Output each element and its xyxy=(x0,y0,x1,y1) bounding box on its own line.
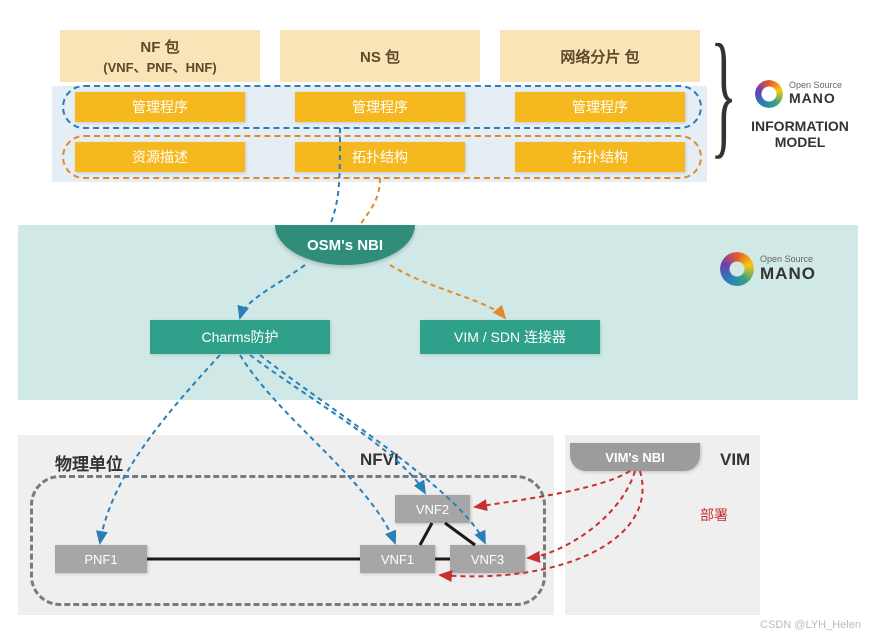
pkg-ns-title: NS 包 xyxy=(280,30,480,67)
brace-icon: } xyxy=(710,38,737,150)
vnf1-box: VNF1 xyxy=(360,545,435,573)
pnf1-box: PNF1 xyxy=(55,545,147,573)
vim-nbi-label: VIM's NBI xyxy=(605,450,664,465)
row2-dash-outline xyxy=(62,135,702,179)
watermark: CSDN @LYH_Helen xyxy=(760,619,861,631)
logo-mid: Open Source MANO xyxy=(720,252,816,286)
logo-top-mano: MANO xyxy=(789,91,842,106)
charms-label: Charms防护 xyxy=(201,327,278,347)
pkg-nf-sub: (VNF、PNF、HNF) xyxy=(60,57,260,76)
pnf1-label: PNF1 xyxy=(84,552,117,567)
osm-nbi-label: OSM's NBI xyxy=(307,237,383,254)
charms-box: Charms防护 xyxy=(150,320,330,354)
vnf3-box: VNF3 xyxy=(450,545,525,573)
logo-mid-text: Open Source MANO xyxy=(760,255,816,284)
info-model-text: INFORMATION MODEL xyxy=(751,118,849,150)
pkg-slice-title: 网络分片 包 xyxy=(500,30,700,67)
vim-label: VIM xyxy=(720,450,750,470)
info-model-label: INFORMATION MODEL xyxy=(740,118,860,150)
vnf1-label: VNF1 xyxy=(381,552,414,567)
pkg-ns: NS 包 xyxy=(280,30,480,82)
pkg-slice: 网络分片 包 xyxy=(500,30,700,82)
logo-ring-icon xyxy=(755,80,783,108)
phys-label: 物理单位 xyxy=(55,450,123,475)
vnf3-label: VNF3 xyxy=(471,552,504,567)
logo-top-text: Open Source MANO xyxy=(789,81,842,106)
nfvi-label: NFVI xyxy=(360,450,399,470)
logo-top: Open Source MANO xyxy=(755,80,842,108)
logo-mid-ring-icon xyxy=(720,252,754,286)
deploy-label: 部署 xyxy=(700,505,728,525)
vim-sdn-label: VIM / SDN 连接器 xyxy=(454,327,566,347)
row1-dash-outline xyxy=(62,85,702,129)
logo-mid-mano: MANO xyxy=(760,265,816,284)
vim-sdn-box: VIM / SDN 连接器 xyxy=(420,320,600,354)
vim-nbi-pill: VIM's NBI xyxy=(570,443,700,471)
pkg-nf-title: NF 包 xyxy=(60,30,260,57)
vnf2-label: VNF2 xyxy=(416,502,449,517)
vnf2-box: VNF2 xyxy=(395,495,470,523)
pkg-nf: NF 包 (VNF、PNF、HNF) xyxy=(60,30,260,82)
